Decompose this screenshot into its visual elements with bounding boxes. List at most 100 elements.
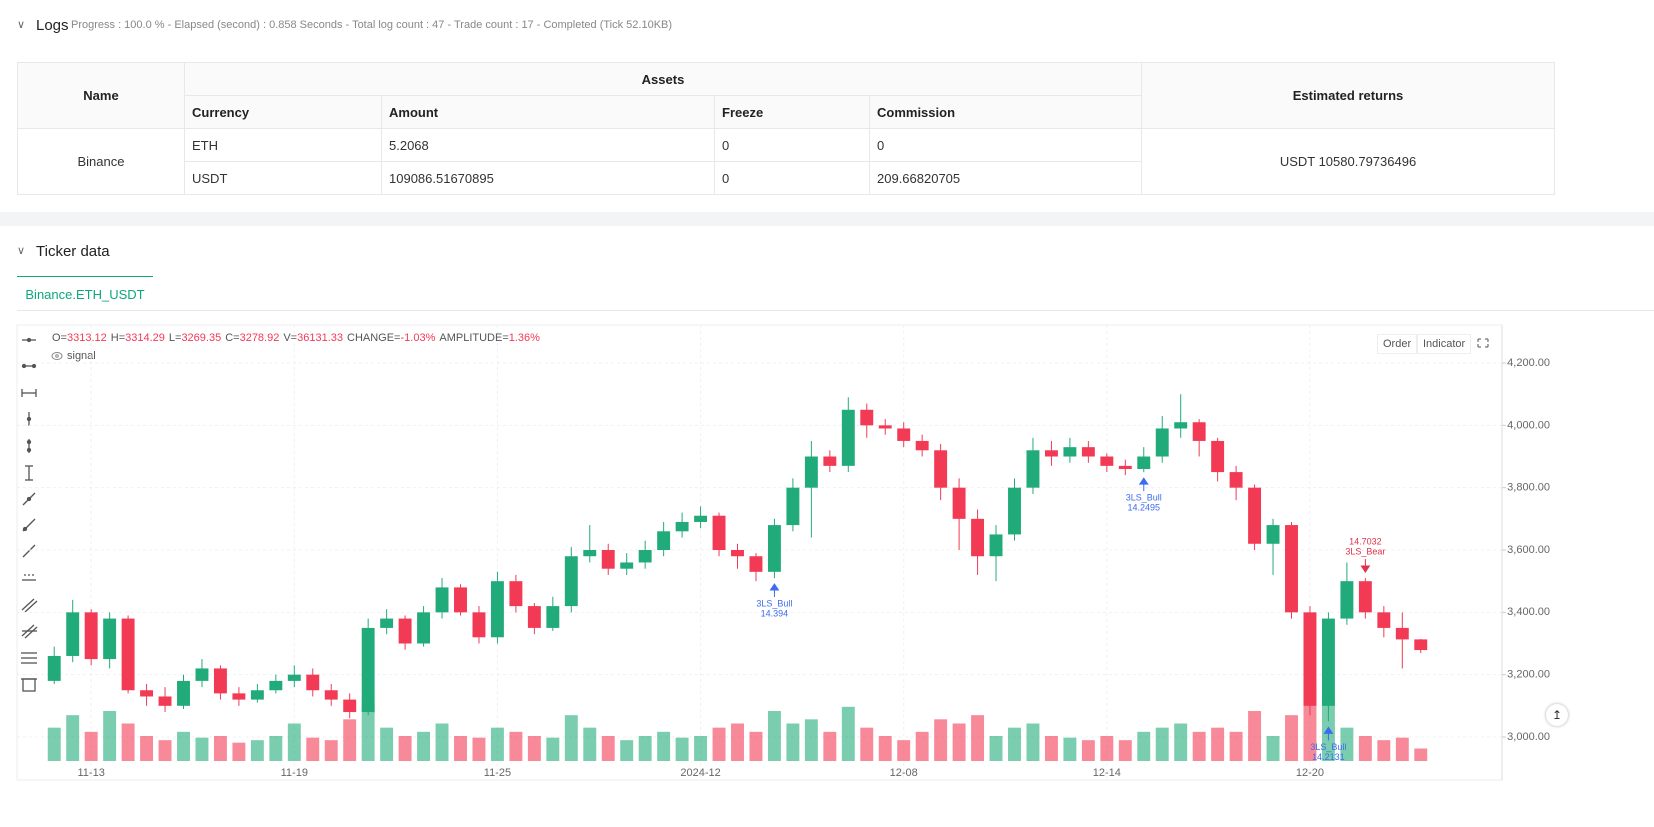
volume-bar [1044, 736, 1058, 761]
volume-bar [177, 731, 190, 761]
cell: 109086.51670895 [381, 161, 715, 195]
info-value: 3269.35 [181, 332, 222, 344]
candle-body [47, 655, 61, 681]
candle-body [1192, 422, 1206, 441]
assets-table: Name Assets Estimated returns Currency A… [17, 62, 1555, 195]
fullscreen-icon[interactable] [1477, 338, 1489, 348]
signal-name: 3LS_Bull [756, 598, 792, 608]
volume-bar [620, 740, 634, 761]
candle-body [657, 531, 671, 551]
candle-body [435, 587, 449, 613]
tab-line [17, 310, 1654, 311]
tool[interactable] [21, 652, 37, 664]
signal-name: 3LS_Bull [1310, 742, 1346, 752]
candle-body [1211, 440, 1225, 473]
eye-icon[interactable] [51, 352, 63, 360]
tool[interactable] [26, 412, 32, 426]
volume-bar [804, 719, 818, 761]
tool[interactable] [21, 598, 38, 613]
header: Commission [869, 95, 1142, 129]
candle-body [1008, 487, 1021, 535]
info-label: V= [283, 332, 298, 344]
volume-bar [250, 740, 264, 761]
volume-bar [971, 715, 985, 761]
volume-bar [694, 736, 708, 761]
section-title[interactable]: Ticker data [36, 243, 110, 260]
tool[interactable] [21, 389, 37, 397]
candle-body [158, 696, 172, 706]
cell: 0 [869, 128, 1142, 162]
tool[interactable] [21, 363, 37, 369]
cell: 0 [714, 161, 870, 195]
volume-bar [564, 715, 578, 761]
tool[interactable] [22, 574, 36, 581]
volume-bar [638, 736, 652, 761]
tool[interactable] [22, 492, 36, 506]
volume-bar [1377, 740, 1391, 761]
volume-bar [1100, 736, 1114, 761]
volume-bar [1174, 723, 1188, 761]
x-tick-label: 12-08 [890, 767, 918, 779]
volume-bar [675, 737, 689, 761]
collapse-icon[interactable]: ∨ [17, 245, 26, 257]
cell: USDT [184, 161, 382, 195]
tool[interactable] [22, 518, 36, 532]
tab[interactable]: Binance.ETH_USDT [17, 276, 153, 311]
toolbar [21, 337, 38, 692]
chart-frame [16, 324, 1503, 781]
candle-body [1026, 450, 1040, 488]
cell: 0 [714, 128, 870, 162]
tool[interactable] [21, 678, 37, 692]
volume-bar [490, 727, 504, 761]
tool[interactable] [25, 465, 33, 481]
collapse-icon[interactable]: ∨ [17, 19, 26, 31]
candle-body [897, 428, 911, 441]
volume-bar [66, 715, 80, 761]
y-tick-label: 3,800.00 [1507, 482, 1550, 494]
candle-body [1414, 639, 1428, 651]
candle-body [287, 674, 301, 681]
cell: 5.2068 [381, 128, 715, 162]
volume-bar [841, 706, 855, 761]
volume-bar [546, 737, 560, 761]
legend-item[interactable]: signal [67, 350, 96, 362]
candle-body [121, 618, 135, 691]
candle-body [509, 581, 523, 607]
tool[interactable] [26, 439, 32, 453]
volume-bar [158, 740, 172, 761]
candle-body [786, 487, 800, 526]
volume-bar [380, 727, 394, 761]
tool[interactable] [22, 544, 36, 558]
divider [0, 212, 1654, 226]
x-tick-label: 12-14 [1093, 767, 1121, 779]
scroll-top[interactable]: ↥ [1546, 704, 1568, 726]
x-tick-label: 11-25 [484, 767, 511, 779]
volume-bar [435, 723, 449, 761]
candle-body [1377, 612, 1391, 628]
tool[interactable] [21, 624, 38, 639]
info-label: AMPLITUDE= [439, 332, 509, 344]
candle-body [878, 425, 892, 429]
header: Freeze [714, 95, 870, 129]
volume-bar [527, 736, 541, 761]
signal-value: 14.394 [761, 608, 789, 618]
indicator-button[interactable]: Indicator [1417, 334, 1472, 354]
candle-body [1137, 456, 1151, 469]
volume-bar [786, 723, 800, 761]
tool[interactable] [22, 337, 36, 343]
volume-bar [915, 731, 929, 761]
volume-bar [823, 731, 837, 761]
candle-body [971, 518, 985, 557]
volume-bar [878, 736, 892, 761]
candle-body [712, 515, 726, 551]
candle-body [1174, 422, 1188, 429]
section-title[interactable]: Logs [36, 17, 69, 34]
order-button[interactable]: Order [1377, 334, 1418, 354]
signal-value: 14.7032 [1349, 536, 1382, 546]
header: Name [17, 62, 185, 129]
volume-bar [306, 737, 320, 761]
volume-bar [454, 736, 467, 761]
cell: ETH [184, 128, 382, 162]
volume-bar [324, 740, 338, 761]
volume-bar [47, 727, 61, 761]
